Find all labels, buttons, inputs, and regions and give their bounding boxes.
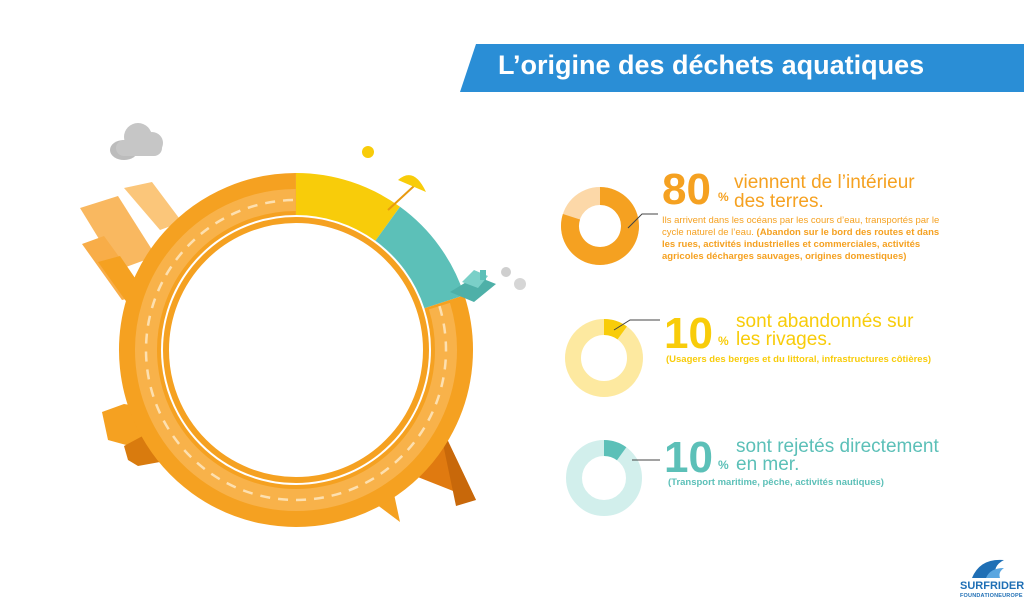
stat-3-headline-2: en mer. [736,454,800,475]
donut-sea-value-arc [603,440,627,461]
stat-1-headline-2: des terres. [734,191,824,212]
stat-3-headline-1: sont rejetés directement [736,436,939,457]
big-donut-segment-sea [374,206,465,309]
big-donut-segment-shore [295,173,401,242]
logo-sub-1: FOUNDATION [960,593,999,599]
logo-sub-2: EUROPE [998,593,1023,599]
donut-interior-leader [627,213,658,229]
page-title: L’origine des déchets aquatiques [498,50,925,80]
stat-3-unit: % [718,458,729,472]
title-banner: L’origine des déchets aquatiques [460,44,1024,92]
stat-1-value: 80 [662,165,711,214]
boat-icon [450,267,526,302]
stat-2-value: 10 [664,309,713,358]
sun-icon [362,146,374,158]
stat-2-description: (Usagers des berges et du littoral, infr… [666,354,936,366]
stat-1-description: Ils arrivent dans les océans par les cou… [662,215,952,263]
big-donut-inner-ring [163,217,429,483]
stat-3-description: (Transport maritime, pêche, activités na… [668,477,938,489]
stat-1-headline-1: viennent de l’intérieur [734,172,915,193]
stat-3-desc-bold: (Transport maritime, pêche, activités na… [668,477,884,488]
stat-3-value: 10 [664,433,713,482]
donut-shore-value-arc [603,319,627,340]
beach-umbrella-icon [387,175,426,211]
logo-name: SURFRIDER [960,580,1024,592]
cloud-icon [110,123,163,160]
stat-2-headline-2: les rivages. [736,329,833,350]
buildings-icon [80,182,182,304]
stat-1-desc-plain: Ils arrivent dans les océans par les cou… [662,215,940,238]
donut-interior-value-arc [561,187,639,265]
stat-2-headline-1: sont abandonnés sur [736,311,914,332]
big-donut-road-dashes [144,198,448,502]
stat-1-desc-bold: (Abandon sur le bord des routes et dans … [662,227,940,262]
big-donut-chart [119,173,473,527]
stat-1-unit: % [718,190,729,204]
stat-2-desc-bold: (Usagers des berges et du littoral, infr… [666,354,932,365]
logo-subtitle: FOUNDATIONEUROPE [960,593,1023,599]
donut-shore-leader [613,319,660,331]
stat-2-unit: % [718,334,729,348]
